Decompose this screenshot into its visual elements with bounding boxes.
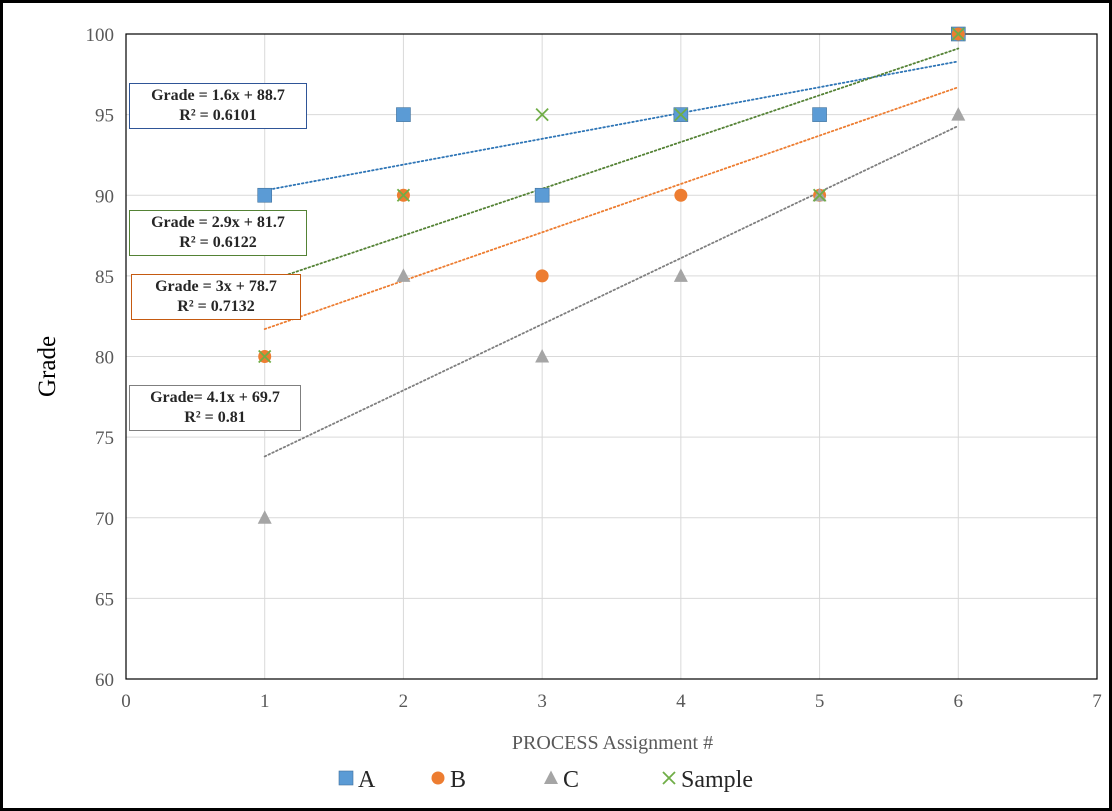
point-c	[396, 268, 411, 282]
trendline-sample	[263, 47, 960, 284]
point-sample	[951, 27, 965, 41]
y-tick-label: 90	[95, 186, 114, 207]
point-a	[534, 187, 550, 203]
r2-b: R² = 0.7132	[177, 298, 255, 315]
x-tick-label: 0	[121, 691, 131, 712]
y-tick-label: 95	[95, 106, 114, 127]
equation-sample: Grade = 2.9x + 81.7	[151, 214, 285, 231]
y-tick-label: 65	[95, 589, 114, 610]
trendline-a	[263, 60, 960, 192]
x-tick-label: 2	[399, 691, 409, 712]
point-sample	[258, 349, 272, 364]
y-axis-title: Grade	[34, 336, 61, 397]
r2-c: R² = 0.81	[184, 409, 246, 426]
x-tick-label: 5	[815, 691, 825, 712]
point-c	[951, 107, 966, 121]
equation-c: Grade= 4.1x + 69.7	[150, 389, 280, 406]
x-tick-label: 1	[260, 691, 270, 712]
point-sample	[674, 107, 688, 122]
point-b	[535, 269, 549, 283]
equation-b: Grade = 3x + 78.7	[155, 278, 277, 295]
x-tick-label: 4	[676, 691, 686, 712]
y-tick-label: 75	[95, 428, 114, 449]
y-tick-label: 80	[95, 348, 114, 369]
x-tick-label: 3	[537, 691, 547, 712]
equation-box-a: Grade = 1.6x + 88.7 R² = 0.6101	[129, 83, 307, 129]
point-sample	[535, 107, 549, 122]
legend-label-sample: Sample	[681, 767, 753, 793]
equation-a: Grade = 1.6x + 88.7	[151, 87, 285, 104]
trendline-c	[263, 125, 960, 458]
legend-marker-a	[338, 770, 354, 786]
x-axis-title: PROCESS Assignment #	[512, 732, 713, 754]
plot-area	[125, 33, 1098, 680]
y-tick-label: 60	[95, 670, 114, 691]
legend-marker-c	[544, 770, 558, 784]
point-a	[257, 187, 273, 203]
point-b	[674, 188, 688, 202]
y-tick-label: 70	[95, 509, 114, 530]
r2-a: R² = 0.6101	[179, 107, 257, 124]
point-c	[673, 268, 688, 282]
r2-sample: R² = 0.6122	[179, 234, 257, 251]
equation-box-c: Grade= 4.1x + 69.7 R² = 0.81	[129, 385, 301, 431]
point-c	[535, 349, 550, 363]
legend-label-a: A	[358, 767, 376, 793]
point-sample	[812, 188, 827, 202]
equation-box-b: Grade = 3x + 78.7 R² = 0.7132	[131, 274, 301, 320]
x-tick-label: 6	[954, 691, 964, 712]
legend-marker-sample	[662, 771, 676, 785]
legend-marker-b	[431, 771, 445, 785]
x-tick-label: 7	[1092, 691, 1102, 712]
y-tick-label: 100	[86, 25, 115, 46]
trendline-b	[263, 86, 960, 330]
point-c	[257, 510, 272, 524]
y-tick-label: 85	[95, 267, 114, 288]
equation-box-sample: Grade = 2.9x + 81.7 R² = 0.6122	[129, 210, 307, 256]
point-sample	[396, 188, 411, 202]
legend-label-b: B	[450, 767, 466, 793]
legend-label-c: C	[563, 767, 579, 793]
point-a	[812, 107, 827, 122]
point-a	[396, 107, 411, 122]
